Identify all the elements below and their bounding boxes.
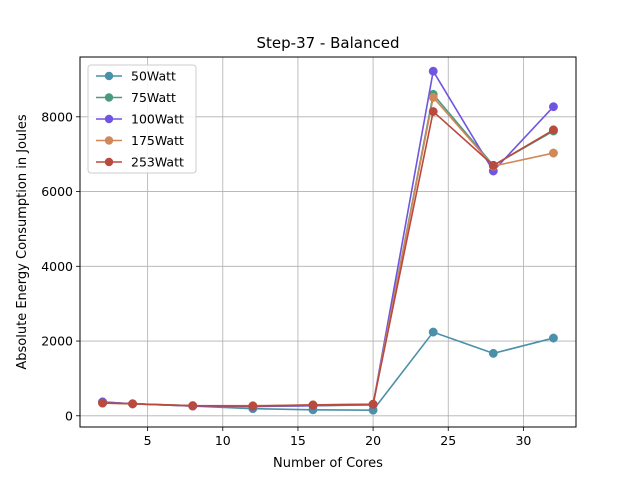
data-point <box>428 66 438 76</box>
legend-item: 100Watt <box>96 112 184 127</box>
data-point <box>98 398 107 408</box>
legend-marker <box>104 136 114 145</box>
legend-item: 75Watt <box>96 90 176 105</box>
data-point <box>549 333 558 343</box>
x-tick-label: 5 <box>144 433 152 448</box>
series-253Watt <box>98 107 558 411</box>
legend-label: 75Watt <box>131 90 176 105</box>
data-point <box>128 399 138 409</box>
series-group <box>98 66 558 415</box>
data-point <box>428 327 438 337</box>
legend-label: 253Watt <box>131 155 184 170</box>
legend-marker <box>104 71 114 81</box>
data-point <box>188 401 198 411</box>
x-tick-label: 30 <box>515 433 531 448</box>
data-point <box>549 125 558 135</box>
axis-ticks: 5 10 15 20 25 30 0 2000 4000 6000 8000 <box>41 109 531 448</box>
x-axis-label: Number of Cores <box>273 456 383 471</box>
legend-item: 50Watt <box>96 69 176 84</box>
data-point <box>549 148 558 158</box>
legend: 50Watt 75Watt 100Watt 175Watt 253Watt <box>87 64 197 174</box>
plot-frame <box>79 56 577 428</box>
legend-box <box>87 64 197 174</box>
grid <box>80 57 576 427</box>
x-tick-label: 25 <box>440 433 456 448</box>
legend-label: 175Watt <box>131 133 184 148</box>
y-tick-label: 2000 <box>41 334 73 349</box>
x-tick-label: 15 <box>290 433 306 448</box>
data-point <box>549 102 558 112</box>
legend-marker <box>104 157 114 167</box>
data-point <box>368 399 378 409</box>
y-tick-label: 6000 <box>41 184 73 199</box>
legend-marker <box>104 114 114 124</box>
data-point <box>308 400 318 410</box>
data-point <box>488 348 498 358</box>
y-axis-label: Absolute Energy Consumption in Joules <box>15 114 30 369</box>
data-point <box>428 92 438 102</box>
data-point <box>488 160 498 170</box>
chart-title: Step-37 - Balanced <box>257 34 400 52</box>
x-tick-label: 10 <box>215 433 231 448</box>
y-tick-label: 8000 <box>41 109 73 124</box>
data-point <box>428 107 438 117</box>
y-tick-label: 0 <box>65 408 73 423</box>
legend-marker <box>104 93 114 102</box>
x-tick-label: 20 <box>365 433 381 448</box>
legend-item: 253Watt <box>96 155 184 170</box>
legend-label: 100Watt <box>131 112 184 127</box>
legend-label: 50Watt <box>131 69 176 84</box>
data-point <box>248 401 258 411</box>
legend-item: 175Watt <box>96 133 184 148</box>
y-tick-label: 4000 <box>41 259 73 274</box>
